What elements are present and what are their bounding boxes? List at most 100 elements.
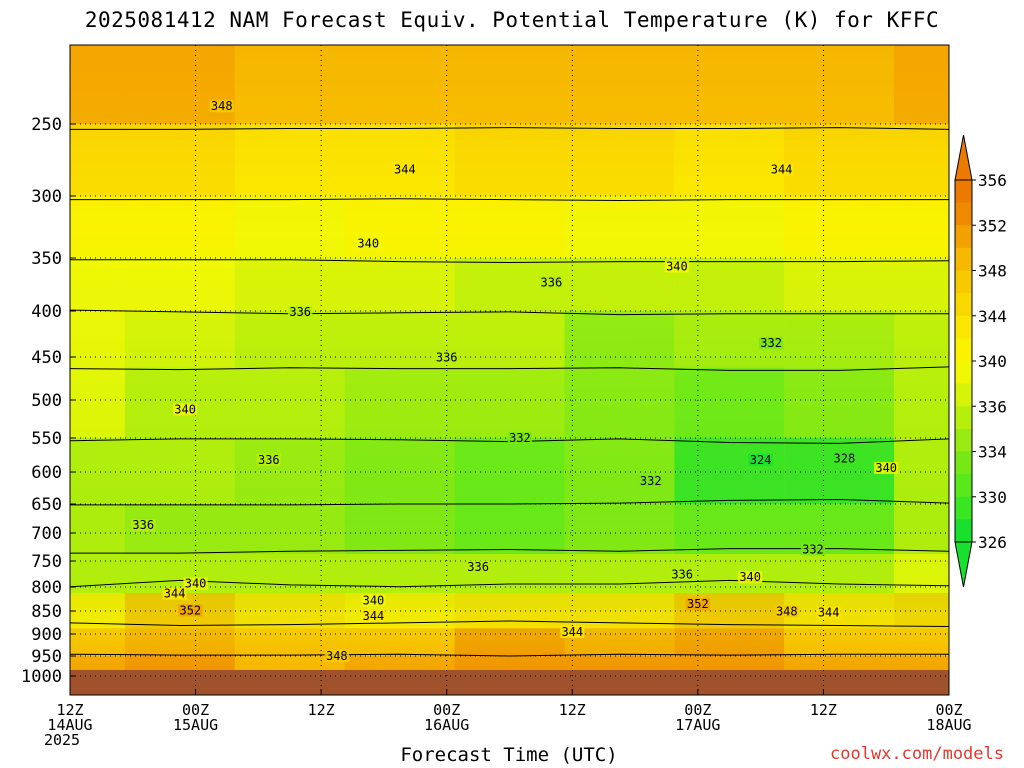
contour-label-bg [774, 605, 799, 618]
field-cell [454, 593, 565, 629]
field-cell [894, 45, 949, 124]
colorbar-segment [955, 315, 972, 339]
contour-label: 336 [132, 518, 154, 532]
x-tick-label: 14AUG [47, 716, 92, 734]
field-cell [454, 311, 565, 368]
field-cell [234, 311, 345, 368]
x-tick-label: 00Z [935, 701, 962, 719]
field-cell [344, 124, 455, 196]
field-cell [454, 367, 565, 438]
y-tick-label: 800 [31, 578, 62, 598]
colorbar-segment [955, 180, 972, 204]
field-cell [344, 45, 455, 124]
contour-label: 340 [185, 576, 207, 590]
x-tick-label: 12Z [810, 701, 837, 719]
field-cell [784, 504, 895, 554]
field-cell [454, 628, 565, 656]
field-cell [454, 45, 565, 124]
contour-label-bg [256, 453, 281, 466]
y-tick-label: 650 [31, 495, 62, 515]
field-cell [784, 124, 895, 196]
contour-label-bg [324, 650, 349, 662]
contour-label: 336 [436, 351, 458, 365]
contour-label: 344 [394, 163, 416, 177]
field-cell [234, 593, 345, 629]
contour-line [70, 259, 949, 264]
contour-label: 348 [326, 649, 348, 663]
colorbar-top-arrow [954, 134, 973, 181]
field-cell [894, 258, 949, 311]
colorbar-segment [955, 474, 972, 498]
x-axis-label: Forecast Time (UTC) [400, 744, 618, 766]
field-cell [564, 438, 675, 504]
field-cell [70, 311, 125, 368]
field-cell [234, 367, 345, 438]
field-cell [124, 367, 235, 438]
x-tick-label: 15AUG [173, 716, 218, 734]
x-tick-label: 00Z [684, 701, 711, 719]
x-tick-label: 12Z [56, 701, 83, 719]
contour-label-bg [392, 163, 417, 176]
colorbar-label: 348 [978, 262, 1007, 281]
contour-label-bg [685, 598, 710, 611]
contour-label: 344 [561, 625, 583, 639]
field-cell [674, 367, 785, 438]
contour-label-bg [361, 609, 386, 622]
field-cell [894, 196, 949, 258]
field-cell [124, 311, 235, 368]
field-cell [70, 554, 125, 593]
field-cell [454, 554, 565, 593]
colorbar-segment [955, 270, 972, 294]
field-cell [234, 504, 345, 554]
contour-label: 324 [750, 453, 772, 467]
y-tick-label: 700 [31, 524, 62, 544]
contour-label-bg [759, 337, 784, 350]
y-tick-label: 950 [31, 647, 62, 667]
field-cell [564, 124, 675, 196]
field-cell [784, 311, 895, 368]
field-cell [344, 504, 455, 554]
field-cell [564, 196, 675, 258]
field-cell [894, 554, 949, 593]
contour-label-bg [178, 604, 203, 617]
field-cell [124, 554, 235, 593]
field-cell [674, 504, 785, 554]
field-cell [70, 124, 125, 196]
contour-label: 340 [666, 260, 688, 274]
contour-label: 336 [467, 560, 489, 574]
contour-label-bg [288, 305, 313, 318]
contour-label: 336 [258, 453, 280, 467]
contour-label: 340 [875, 461, 897, 475]
contour-label: 332 [509, 431, 531, 445]
field-cell [894, 124, 949, 196]
colorbar-segment [955, 428, 972, 452]
field-cell [564, 554, 675, 593]
field-cell [564, 311, 675, 368]
field-cell [70, 45, 125, 124]
y-tick-label: 250 [31, 115, 62, 135]
plot-frame [69, 44, 950, 696]
colorbar-segment [955, 247, 972, 271]
y-tick-label: 900 [31, 625, 62, 645]
colorbar-segment [955, 361, 972, 385]
x-tick-label: 00Z [433, 701, 460, 719]
field-cell [124, 196, 235, 258]
contour-label: 352 [179, 603, 201, 617]
field-cell [234, 45, 345, 124]
field-cell [454, 196, 565, 258]
colorbar-label: 340 [978, 352, 1007, 371]
field-cell [564, 504, 675, 554]
x-tick-label: 2025 [44, 731, 80, 749]
field-cell [344, 628, 455, 656]
contour-label-bg [183, 577, 208, 590]
field-cell [674, 45, 785, 124]
field-cell [454, 438, 565, 504]
colorbar-segment [955, 383, 972, 407]
field-cell [124, 124, 235, 196]
contour-label: 344 [164, 587, 186, 601]
field-cell [894, 504, 949, 554]
field-cell [784, 628, 895, 656]
field-cell [344, 438, 455, 504]
credit-text: coolwx.com/models [830, 744, 1004, 764]
colorbar-label: 336 [978, 397, 1007, 416]
